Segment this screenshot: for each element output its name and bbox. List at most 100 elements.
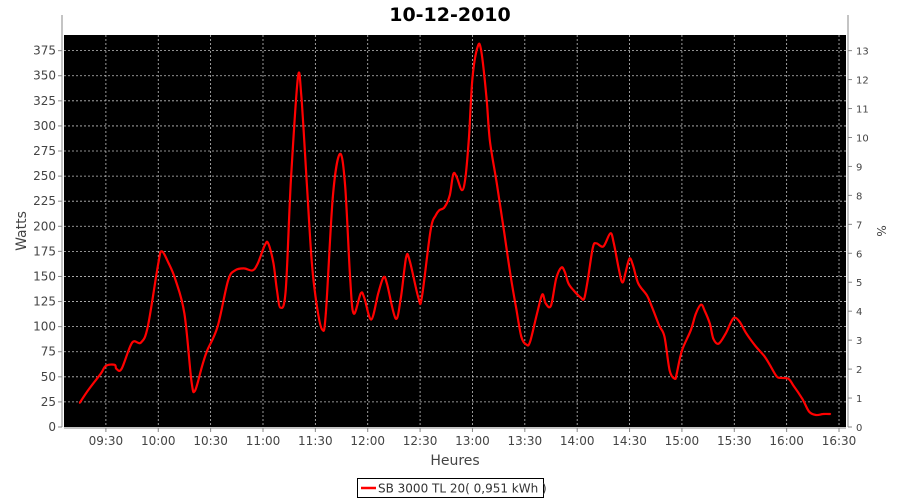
data-point [586, 279, 589, 282]
series-points [78, 45, 832, 416]
data-point [529, 340, 531, 343]
x-tick-label: 12:00 [350, 434, 385, 448]
x-tick-label: 16:30 [822, 434, 857, 448]
x-tick-label: 10:30 [193, 434, 228, 448]
x-tick-label: 09:30 [89, 434, 124, 448]
x-axis-label: Heures [430, 453, 479, 469]
data-point [256, 262, 259, 265]
y2-tick-label: 3 [856, 336, 862, 347]
data-point [681, 349, 683, 352]
data-point [729, 321, 732, 324]
data-point [700, 303, 703, 306]
data-point [267, 242, 270, 245]
data-point [316, 306, 319, 309]
data-point [443, 206, 446, 209]
data-point [708, 322, 711, 325]
data-point [775, 374, 778, 377]
data-point [160, 250, 163, 253]
y2-tick-label: 6 [856, 249, 862, 260]
data-point [801, 397, 804, 400]
data-point [646, 294, 648, 297]
data-point [405, 256, 408, 259]
x-tick-label: 10:00 [141, 434, 176, 448]
chart-title: 10-12-2010 [389, 4, 511, 26]
data-point [113, 363, 116, 366]
data-point [602, 245, 605, 248]
data-point [455, 176, 458, 179]
data-point [733, 316, 736, 319]
data-point [377, 292, 380, 295]
data-point [174, 279, 177, 282]
data-point [768, 362, 771, 365]
x-tick-label: 13:00 [455, 434, 490, 448]
data-point [822, 413, 825, 415]
data-point [778, 376, 781, 379]
data-point [104, 364, 107, 367]
data-point [468, 136, 470, 138]
data-point [263, 244, 266, 247]
data-point [567, 282, 570, 285]
y-tick-label: 50 [41, 370, 56, 384]
data-point [386, 282, 388, 285]
data-point [206, 349, 209, 352]
data-point [754, 344, 757, 347]
x-tick-label: 11:30 [298, 434, 333, 448]
data-point [628, 257, 631, 260]
data-point [612, 242, 615, 245]
data-point [674, 377, 676, 380]
y2-tick-label: 8 [856, 191, 862, 202]
data-point [338, 153, 341, 155]
data-point [663, 335, 666, 338]
data-point [579, 296, 582, 299]
data-point [300, 95, 303, 98]
data-point [448, 194, 451, 197]
data-point [502, 229, 505, 232]
y2-tick-label: 2 [856, 365, 862, 376]
data-point [305, 179, 308, 182]
y2-tick-label: 9 [856, 162, 862, 173]
x-tick-label: 11:00 [246, 434, 281, 448]
legend-label: SB 3000 TL 20( 0,951 kWh ) [378, 482, 547, 496]
data-point [763, 354, 765, 357]
data-point [216, 325, 219, 328]
y-tick-label: 25 [41, 395, 56, 409]
data-point [703, 309, 706, 312]
data-point [200, 365, 203, 368]
data-point [290, 179, 292, 182]
data-point [194, 389, 196, 392]
data-point [495, 183, 498, 186]
data-point [331, 196, 334, 199]
y-tick-label: 250 [33, 169, 56, 183]
y2-axis-label: % [874, 225, 888, 236]
data-point [461, 189, 463, 192]
y-axis-label: Watts [14, 211, 30, 251]
data-point [564, 271, 566, 274]
data-point [609, 232, 612, 235]
data-point [242, 267, 245, 270]
data-point [618, 269, 620, 272]
x-tick-label: 14:30 [612, 434, 647, 448]
y2-tick-label: 13 [856, 47, 869, 58]
data-point [429, 229, 432, 232]
y-tick-label: 200 [33, 219, 56, 233]
data-point [167, 262, 170, 265]
data-point [370, 318, 373, 321]
y-tick-label: 150 [33, 269, 56, 283]
data-point [489, 140, 491, 142]
data-point [471, 76, 474, 79]
data-point [434, 214, 437, 217]
data-point [399, 296, 402, 299]
y-tick-label: 100 [33, 320, 56, 334]
y-tick-label: 0 [48, 420, 56, 434]
data-point [485, 95, 488, 98]
data-point [99, 372, 102, 375]
plot-area [64, 35, 846, 427]
x-tick-label: 15:30 [717, 434, 752, 448]
y-tick-label: 300 [33, 119, 56, 133]
data-point [536, 312, 538, 315]
data-point [382, 276, 385, 279]
data-point [541, 293, 544, 296]
y-axis-ticks: 0 25 50 75 100 125 150 175 200 225 250 275 300 325 350… [33, 44, 62, 434]
